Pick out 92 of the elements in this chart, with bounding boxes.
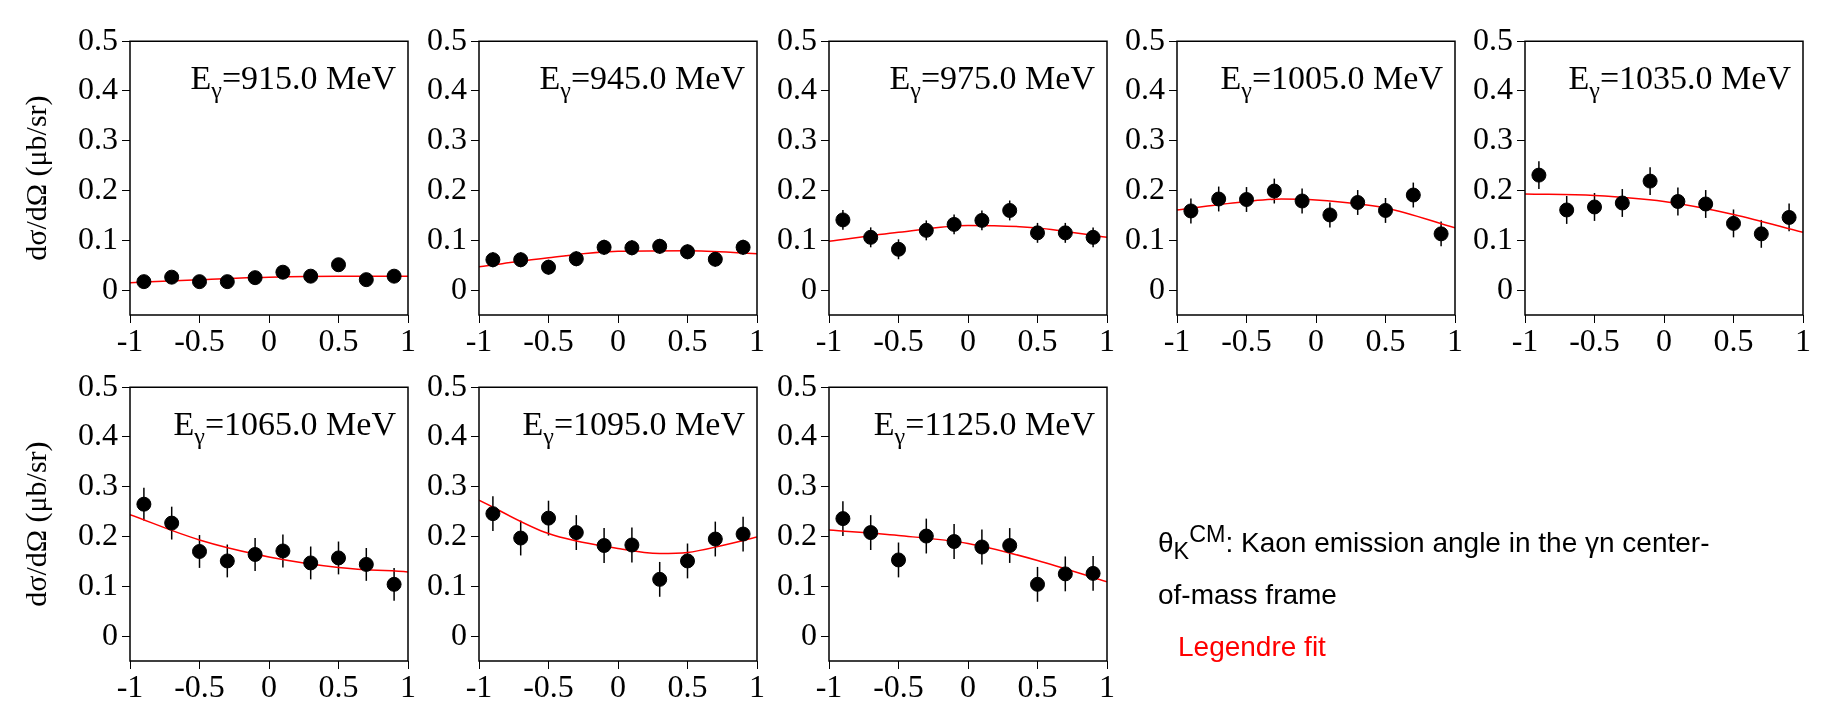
y-tick-label: 0.3 <box>777 120 817 157</box>
y-tick-label: 0.1 <box>427 219 467 256</box>
x-tick-label: 0.5 <box>667 321 708 358</box>
x-tick-label: -1 <box>465 667 493 704</box>
y-tick-label: 0.3 <box>78 466 118 503</box>
x-tick-label: 1 <box>400 667 416 704</box>
x-tick-label: -1 <box>815 667 843 704</box>
y-tick-label: 0 <box>1497 269 1513 306</box>
y-tick-label: 0.1 <box>1473 219 1513 256</box>
x-tick-label: -1 <box>116 321 144 358</box>
y-tick-label: 0.4 <box>1125 70 1165 107</box>
y-tick-label: 0 <box>451 269 467 306</box>
y-tick-label: 0.4 <box>1473 70 1513 107</box>
x-tick-label: 0 <box>960 667 976 704</box>
y-axis-title: dσ/dΩ (μb/sr) <box>18 95 53 261</box>
x-tick-label: -0.5 <box>873 667 924 704</box>
y-tick-label: 0.1 <box>777 219 817 256</box>
x-tick-label: -1 <box>465 321 493 358</box>
y-tick-label: 0.5 <box>427 20 467 57</box>
y-tick-label: 0.2 <box>777 169 817 206</box>
text: θ$_{K}$$^{CM}$: Kaon emission angle in the γn center-of-mass frame <box>1158 520 1711 612</box>
x-tick-label: 1 <box>1099 321 1115 358</box>
x-tick-label: 0.5 <box>667 667 708 704</box>
y-tick-label: 0.2 <box>427 169 467 206</box>
y-tick-label: 0.1 <box>777 565 817 602</box>
y-tick-label: 0.2 <box>427 515 467 552</box>
x-tick-label: 0 <box>960 321 976 358</box>
y-tick-label: 0.2 <box>1473 169 1513 206</box>
x-tick-label: 0.5 <box>1365 321 1406 358</box>
x-tick-label: 0.5 <box>1017 667 1058 704</box>
x-tick-label: 0 <box>610 321 626 358</box>
y-tick-label: 0.5 <box>1125 20 1165 57</box>
y-tick-label: 0.5 <box>427 366 467 403</box>
y-tick-label: 0.4 <box>777 416 817 453</box>
y-tick-label: 0.2 <box>1125 169 1165 206</box>
x-tick-label: 0 <box>1308 321 1324 358</box>
y-axis-title: dσ/dΩ (μb/sr) <box>18 441 53 607</box>
x-tick-label: -1 <box>815 321 843 358</box>
x-tick-label: -1 <box>1511 321 1539 358</box>
y-tick-label: 0.5 <box>78 20 118 57</box>
y-tick-label: 0.2 <box>78 515 118 552</box>
y-tick-label: 0.2 <box>777 515 817 552</box>
x-tick-label: 0 <box>1656 321 1672 358</box>
x-tick-label: 1 <box>1099 667 1115 704</box>
y-tick-label: 0.3 <box>1473 120 1513 157</box>
y-tick-label: 0.4 <box>78 416 118 453</box>
x-tick-label: 1 <box>1795 321 1811 358</box>
y-tick-label: 0.4 <box>427 70 467 107</box>
y-tick-label: 0.3 <box>777 466 817 503</box>
y-tick-label: 0.3 <box>427 466 467 503</box>
y-tick-label: 0.1 <box>427 565 467 602</box>
y-tick-label: 0 <box>801 615 817 652</box>
x-tick-label: 0.5 <box>1017 321 1058 358</box>
y-tick-label: 0 <box>102 269 118 306</box>
x-tick-label: -0.5 <box>873 321 924 358</box>
y-tick-label: 0.1 <box>78 565 118 602</box>
y-tick-label: 0.5 <box>777 20 817 57</box>
x-tick-label: 0.5 <box>1713 321 1754 358</box>
x-tick-label: -1 <box>1163 321 1191 358</box>
x-tick-label: 0.5 <box>318 321 359 358</box>
y-tick-label: 0.4 <box>777 70 817 107</box>
x-tick-label: 1 <box>749 667 765 704</box>
x-tick-label: -0.5 <box>1221 321 1272 358</box>
x-tick-label: 0 <box>261 321 277 358</box>
y-tick-label: 0.3 <box>1125 120 1165 157</box>
x-tick-label: 1 <box>1447 321 1463 358</box>
y-tick-label: 0.2 <box>78 169 118 206</box>
y-tick-label: 0.3 <box>78 120 118 157</box>
x-tick-label: 1 <box>749 321 765 358</box>
y-tick-label: 0 <box>801 269 817 306</box>
x-tick-label: -0.5 <box>174 321 225 358</box>
y-tick-label: 0 <box>451 615 467 652</box>
x-tick-label: -0.5 <box>174 667 225 704</box>
y-tick-label: 0.4 <box>78 70 118 107</box>
x-tick-label: 0.5 <box>318 667 359 704</box>
y-tick-label: 0.1 <box>78 219 118 256</box>
x-tick-label: 0 <box>261 667 277 704</box>
y-tick-label: 0 <box>102 615 118 652</box>
x-tick-label: 0 <box>610 667 626 704</box>
y-tick-label: 0.4 <box>427 416 467 453</box>
x-tick-label: -0.5 <box>523 667 574 704</box>
text: Legendre fit <box>1178 629 1327 664</box>
y-tick-label: 0 <box>1149 269 1165 306</box>
y-tick-label: 0.5 <box>1473 20 1513 57</box>
y-tick-label: 0.5 <box>777 366 817 403</box>
x-tick-label: -1 <box>116 667 144 704</box>
x-tick-label: 1 <box>400 321 416 358</box>
x-tick-label: -0.5 <box>523 321 574 358</box>
y-tick-label: 0.5 <box>78 366 118 403</box>
y-tick-label: 0.3 <box>427 120 467 157</box>
x-tick-label: -0.5 <box>1569 321 1620 358</box>
y-tick-label: 0.1 <box>1125 219 1165 256</box>
